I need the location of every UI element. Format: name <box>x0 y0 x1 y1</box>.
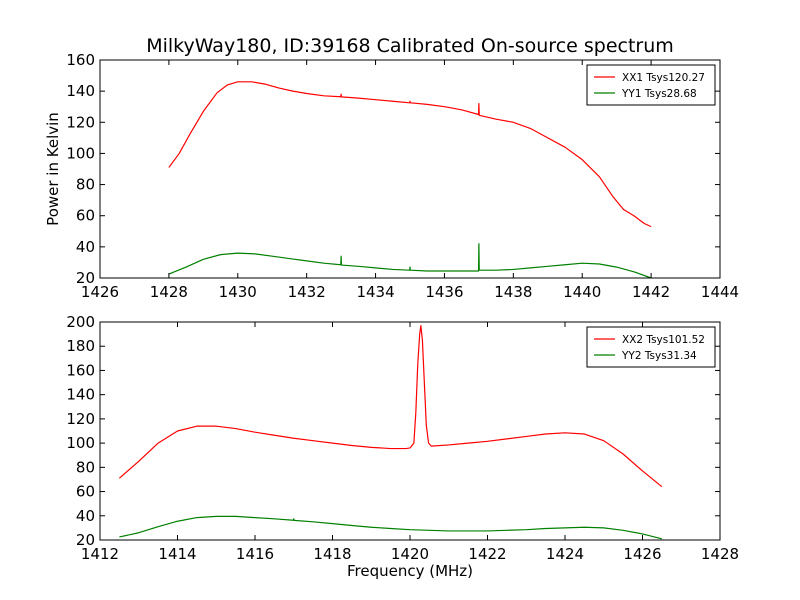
legend-box <box>586 64 716 106</box>
y-tick-label: 100 <box>66 144 95 162</box>
y-tick-label: 180 <box>66 337 95 355</box>
x-tick-label: 1414 <box>158 545 196 563</box>
y-tick-label: 140 <box>66 386 95 404</box>
y-tick-label: 160 <box>66 361 95 379</box>
x-tick-label: 1424 <box>546 545 584 563</box>
x-tick-label: 1434 <box>356 283 394 301</box>
bottom-panel: 1412 1414 1416 1418 1420 1422 1424 1426 1428 20 40… <box>66 313 739 580</box>
legend-box <box>586 326 716 368</box>
x-tick-label: 1428 <box>701 545 739 563</box>
legend-label: YY1 Tsys28.68 <box>621 88 697 100</box>
legend-label: YY2 Tsys31.34 <box>621 350 697 362</box>
x-tick-label: 1426 <box>81 283 119 301</box>
axes-frame <box>99 59 721 279</box>
y-tick-label: 160 <box>66 51 95 69</box>
x-tick-label: 1438 <box>494 283 532 301</box>
x-tick-label: 1416 <box>236 545 274 563</box>
x-tick-label: 1442 <box>632 283 670 301</box>
x-tick-label: 1420 <box>391 545 429 563</box>
x-tick-label: 1412 <box>81 545 119 563</box>
y-axis-title: Power in Kelvin <box>44 112 62 226</box>
x-tick-label: 1426 <box>623 545 661 563</box>
x-tick-label: 1444 <box>701 283 739 301</box>
x-tick-label: 1418 <box>313 545 351 563</box>
x-tick-label: 1436 <box>425 283 463 301</box>
legend-label: XX2 Tsys101.52 <box>622 334 705 346</box>
legend: XX1 Tsys120.27 YY1 Tsys28.68 <box>586 64 716 106</box>
y-tick-label: 40 <box>76 238 95 256</box>
x-tick-label: 1428 <box>150 283 188 301</box>
y-tick-label: 140 <box>66 82 95 100</box>
x-tick-label: 1430 <box>219 283 257 301</box>
y-tick-label: 60 <box>76 207 95 225</box>
x-axis-title: Frequency (MHz) <box>347 562 473 580</box>
x-tick-label: 1422 <box>468 545 506 563</box>
y-tick-label: 40 <box>76 507 95 525</box>
y-tick-label: 120 <box>66 113 95 131</box>
y-tick-label: 20 <box>76 531 95 549</box>
legend: XX2 Tsys101.52 YY2 Tsys31.34 <box>586 326 716 368</box>
y-tick-label: 200 <box>66 313 95 331</box>
y-tick-label: 60 <box>76 483 95 501</box>
series-line-yy1 <box>168 243 652 279</box>
y-tick-label: 100 <box>66 434 95 452</box>
top-panel: 1426 1428 1430 1432 1434 1436 1438 1440 1442 1444… <box>44 51 739 301</box>
series-line-xx2 <box>118 325 663 488</box>
series-line-yy2 <box>119 515 663 540</box>
x-tick-label: 1432 <box>288 283 326 301</box>
y-tick-label: 20 <box>76 269 95 287</box>
legend-label: XX1 Tsys120.27 <box>622 72 705 84</box>
y-tick-label: 80 <box>76 458 95 476</box>
x-tick-label: 1440 <box>563 283 601 301</box>
series-line-xx1 <box>168 81 652 228</box>
y-tick-label: 80 <box>76 176 95 194</box>
figure-title: MilkyWay180, ID:39168 Calibrated On-sour… <box>146 35 674 57</box>
y-tick-label: 120 <box>66 410 95 428</box>
